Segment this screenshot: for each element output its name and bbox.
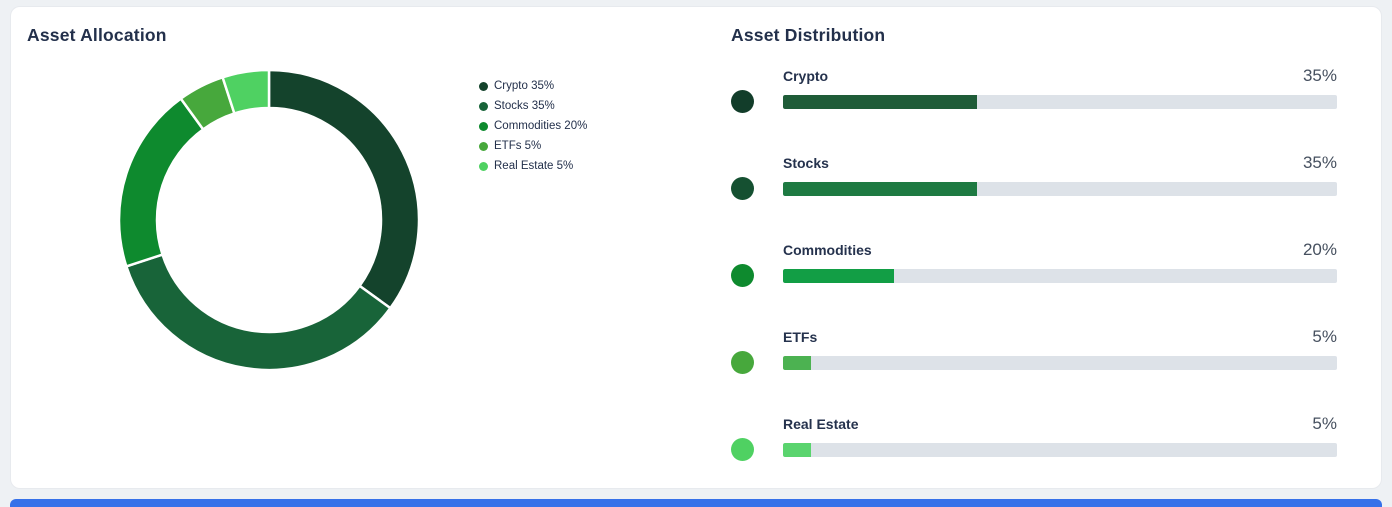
progress-bar-track [783, 356, 1337, 370]
asset-allocation-panel: Asset Allocation Crypto 35% Stocks 35% C… [11, 7, 711, 488]
distribution-row-head: Crypto 35% [783, 66, 1337, 86]
asset-color-dot [731, 264, 754, 287]
distribution-row-main: Commodities 20% [783, 240, 1337, 283]
legend-label: Commodities 20% [494, 120, 588, 132]
donut-segment-commodities [117, 97, 205, 268]
asset-color-dot [731, 438, 754, 461]
donut-segment-crypto [267, 68, 421, 310]
asset-color-dot [731, 90, 754, 113]
distribution-row-main: Stocks 35% [783, 153, 1337, 196]
assets-card: Asset Allocation Crypto 35% Stocks 35% C… [10, 6, 1382, 489]
progress-bar-fill [783, 269, 894, 283]
legend-label: Stocks 35% [494, 100, 555, 112]
legend-label: ETFs 5% [494, 140, 542, 152]
legend-dot [479, 101, 488, 111]
legend-item: Stocks 35% [479, 100, 587, 112]
progress-bar-track [783, 443, 1337, 457]
donut-area: Crypto 35% Stocks 35% Commodities 20% ET… [11, 46, 711, 378]
asset-color-dot [731, 177, 754, 200]
legend-item: Crypto 35% [479, 80, 587, 92]
progress-bar-track [783, 95, 1337, 109]
legend-label: Crypto 35% [494, 80, 555, 92]
asset-color-dot [731, 351, 754, 374]
asset-label: ETFs [783, 329, 818, 345]
distribution-row-main: Real Estate 5% [783, 414, 1337, 457]
legend-item: Real Estate 5% [479, 160, 587, 172]
distribution-row: ETFs 5% [731, 327, 1337, 374]
legend-item: ETFs 5% [479, 140, 587, 152]
distribution-rows: Crypto 35% Stocks 35% Commodities 20% [731, 66, 1337, 461]
progress-bar-track [783, 182, 1337, 196]
bottom-accent-bar [10, 499, 1382, 507]
asset-distribution-title: Asset Distribution [731, 25, 886, 45]
donut-legend: Crypto 35% Stocks 35% Commodities 20% ET… [479, 80, 587, 180]
asset-percent-value: 35% [1302, 66, 1337, 85]
distribution-row-main: Crypto 35% [783, 66, 1337, 109]
progress-bar-fill [783, 182, 977, 196]
progress-bar-fill [783, 356, 811, 370]
distribution-row-head: ETFs 5% [783, 327, 1337, 347]
distribution-row: Commodities 20% [731, 240, 1337, 287]
donut-segment-real-estate [221, 68, 271, 115]
asset-label: Commodities [783, 242, 872, 258]
distribution-row-head: Real Estate 5% [783, 414, 1337, 434]
progress-bar-fill [783, 443, 811, 457]
asset-percent-value: 20% [1302, 240, 1337, 259]
distribution-row-head: Commodities 20% [783, 240, 1337, 260]
distribution-row: Real Estate 5% [731, 414, 1337, 461]
asset-label: Real Estate [783, 416, 859, 432]
distribution-row: Crypto 35% [731, 66, 1337, 113]
asset-percent-value: 35% [1302, 153, 1337, 172]
asset-label: Crypto [783, 68, 829, 84]
progress-bar-fill [783, 95, 977, 109]
asset-distribution-panel: Asset Distribution Crypto 35% Stocks 35% [711, 7, 1381, 488]
legend-label: Real Estate 5% [494, 160, 574, 172]
progress-bar-track [783, 269, 1337, 283]
distribution-row-head: Stocks 35% [783, 153, 1337, 173]
legend-dot [479, 141, 488, 151]
asset-allocation-title: Asset Allocation [27, 25, 167, 45]
asset-percent-value: 5% [1312, 414, 1337, 433]
asset-label: Stocks [783, 155, 829, 171]
legend-item: Commodities 20% [479, 120, 587, 132]
distribution-row: Stocks 35% [731, 153, 1337, 200]
donut-segment-stocks [125, 253, 392, 372]
asset-percent-value: 5% [1312, 327, 1337, 346]
legend-dot [479, 161, 488, 171]
asset-allocation-donut-chart [117, 68, 421, 372]
distribution-row-main: ETFs 5% [783, 327, 1337, 370]
legend-dot [479, 121, 488, 131]
legend-dot [479, 81, 488, 91]
